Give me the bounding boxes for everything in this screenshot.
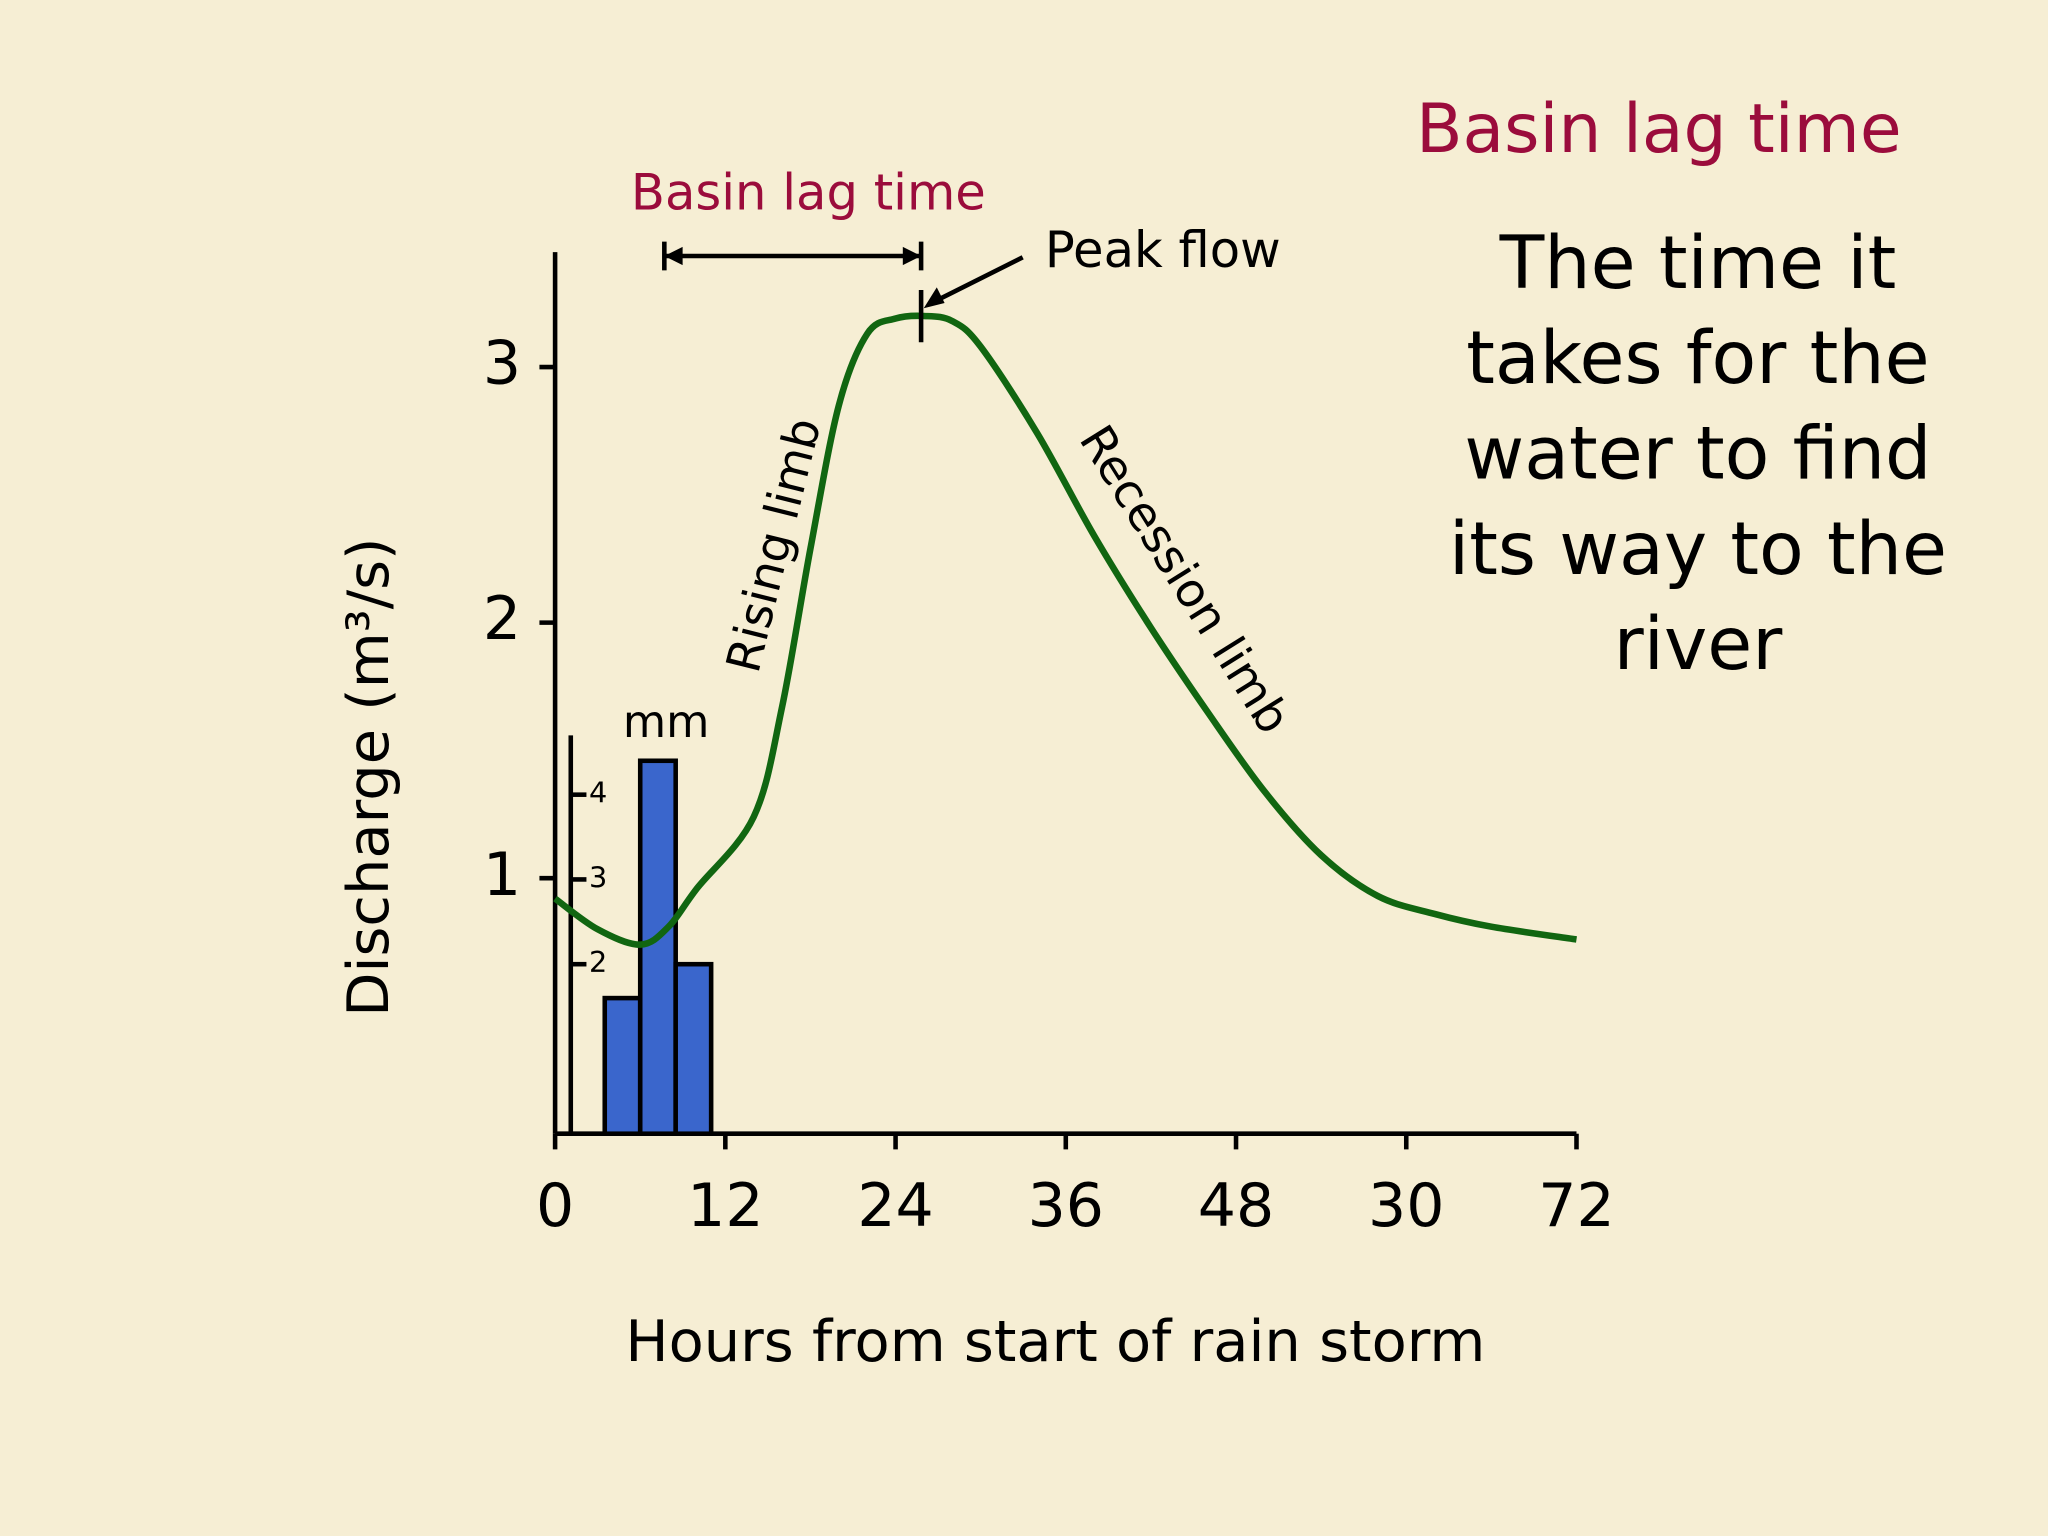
description-line: water to find [1464,411,1931,496]
discharge-line [553,312,1577,948]
peak-label: Peak flow [1045,221,1281,279]
description-line: its way to the [1449,507,1947,592]
rain-axis-label: mm [623,697,709,748]
slide-title: Basin lag time [1416,90,1902,169]
description: The time it takes for the water to find its… [1449,221,1947,687]
y-tick-label: 2 [483,584,521,654]
x-tick-label: 36 [1028,1171,1104,1241]
rain-tick-label: 4 [589,776,607,810]
description-line: river [1614,602,1784,687]
description-line: The time it [1499,221,1897,306]
rain-bar [673,961,714,1136]
x-tick-label: 72 [1538,1171,1614,1241]
rain-tick-label: 2 [589,945,607,979]
x-tick-label: 12 [687,1171,763,1241]
x-axis-label: Hours from start of rain storm [625,1308,1485,1375]
y-tick-label: 1 [483,840,521,910]
x-tick-label: 0 [536,1171,574,1241]
rain-bar [637,758,678,1136]
y-tick-label: 3 [483,329,521,399]
description-line: takes for the [1466,316,1929,401]
y-axis-label: Discharge (m³/s) [335,538,402,1017]
x-tick-label: 30 [1368,1171,1444,1241]
x-tick-label: 24 [857,1171,933,1241]
peak-arrow [927,255,1024,307]
lag-label: Basin lag time [631,163,986,221]
x-tick-label: 48 [1198,1171,1274,1241]
rain-tick-label: 3 [589,860,607,894]
rain-bar [602,995,643,1137]
